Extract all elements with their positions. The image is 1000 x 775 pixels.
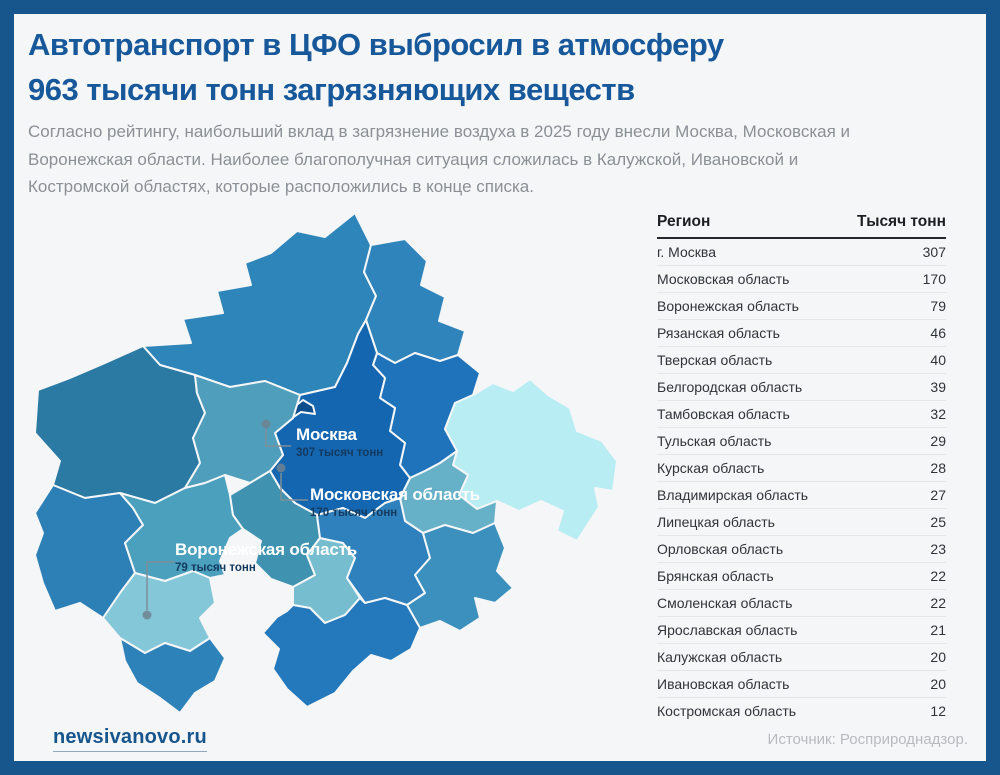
- region-name-cell: Костромская область: [657, 703, 797, 719]
- region-name-cell: Белгородская область: [657, 379, 803, 395]
- callout-moscow-name: Москва: [296, 425, 357, 444]
- region-name-cell: Воронежская область: [657, 298, 799, 314]
- map-region-oryol: [119, 474, 244, 582]
- region-value-cell: 46: [930, 325, 946, 341]
- table-row: г. Москва 307: [657, 239, 946, 266]
- map-region-voronezh: [262, 597, 421, 708]
- region-name-cell: Тамбовская область: [657, 406, 790, 422]
- table-row: Орловская область 23: [657, 536, 946, 563]
- region-value-cell: 32: [930, 406, 946, 422]
- region-name-cell: Липецкая область: [657, 514, 775, 530]
- callout-voronezh: Воронежская область 79 тысяч тонн: [175, 540, 357, 574]
- table-row: Тамбовская область 32: [657, 401, 946, 428]
- map-svg: [34, 212, 618, 714]
- region-value-cell: 29: [930, 433, 946, 449]
- table-row: Московская область 170: [657, 266, 946, 293]
- callout-moscow-oblast-name: Московская область: [310, 485, 480, 504]
- table-row: Смоленская область 22: [657, 590, 946, 617]
- region-name-cell: Московская область: [657, 271, 790, 287]
- table-rows: г. Москва 307 Московская область 170 Воронеж…: [657, 239, 946, 724]
- callout-moscow-value: 307 тысяч тонн: [296, 447, 384, 459]
- table-row: Тверская область 40: [657, 347, 946, 374]
- table-row: Калужская область 20: [657, 644, 946, 671]
- title-line-2: 963 тысячи тонн загрязняющих веществ: [28, 72, 635, 107]
- region-value-cell: 20: [930, 649, 946, 665]
- region-name-cell: Брянская область: [657, 568, 774, 584]
- table-row: Владимирская область 27: [657, 482, 946, 509]
- table-header-value: Тысяч тонн: [856, 213, 946, 230]
- intro-line-3: Костромской областях, которые расположил…: [28, 177, 534, 196]
- table-row: Липецкая область 25: [657, 509, 946, 536]
- table-header-region: Регион: [657, 213, 711, 230]
- map-region-tula: [229, 470, 321, 588]
- table-row: Брянская область 22: [657, 563, 946, 590]
- source-attribution: Источник: Росприроднадзор.: [767, 731, 968, 748]
- intro-text: Согласно рейтингу, наибольший вклад в за…: [28, 118, 850, 201]
- callout-moscow-oblast: Московская область 170 тысяч тонн: [310, 485, 480, 519]
- table-row: Рязанская область 46: [657, 320, 946, 347]
- map-region-tambov: [406, 522, 514, 632]
- callout-voronezh-name: Воронежская область: [175, 540, 357, 559]
- table-row: Костромская область 12: [657, 698, 946, 724]
- region-value-cell: 39: [930, 379, 946, 395]
- region-name-cell: Владимирская область: [657, 487, 809, 503]
- region-name-cell: Калужская область: [657, 649, 783, 665]
- region-value-cell: 23: [930, 541, 946, 557]
- region-value-cell: 22: [930, 595, 946, 611]
- region-name-cell: Ярославская область: [657, 622, 798, 638]
- region-name-cell: Тульская область: [657, 433, 772, 449]
- region-name-cell: Рязанская область: [657, 325, 780, 341]
- title-line-1: Автотранспорт в ЦФО выбросил в атмосферу: [28, 27, 724, 62]
- region-name-cell: Смоленская область: [657, 595, 793, 611]
- map-region-belgorod: [119, 637, 226, 714]
- region-value-cell: 12: [930, 703, 946, 719]
- table-header: Регион Тысяч тонн: [657, 204, 946, 239]
- region-value-cell: 22: [930, 568, 946, 584]
- leader-line-moscow: [265, 429, 291, 447]
- table-row: Воронежская область 79: [657, 293, 946, 320]
- map-region-yaroslavl: [363, 238, 466, 364]
- leader-dot-voronezh: [142, 610, 152, 620]
- region-value-cell: 27: [930, 487, 946, 503]
- emissions-table: Регион Тысяч тонн г. Москва 307 Московская…: [657, 204, 946, 724]
- region-value-cell: 79: [930, 298, 946, 314]
- region-value-cell: 20: [930, 676, 946, 692]
- table-row: Тульская область 29: [657, 428, 946, 455]
- table-row: Белгородская область 39: [657, 374, 946, 401]
- leader-dot-moscow-oblast: [276, 463, 286, 473]
- callout-moscow: Москва 307 тысяч тонн: [296, 425, 383, 459]
- intro-line-2: Воронежская области. Наиболее благополуч…: [28, 149, 799, 169]
- region-name-cell: Курская область: [657, 460, 765, 476]
- callout-moscow-oblast-value: 170 тысяч тонн: [310, 507, 398, 519]
- leader-line-voronezh: [146, 561, 175, 610]
- cfd-choropleth-map: Москва 307 тысяч тонн Московская область…: [25, 203, 645, 718]
- intro-line-1: Согласно рейтингу, наибольший вклад в за…: [28, 122, 851, 141]
- leader-line-moscow-oblast: [280, 473, 308, 501]
- page-title: Автотранспорт в ЦФО выбросил в атмосферу…: [28, 22, 724, 112]
- region-value-cell: 25: [930, 514, 946, 530]
- region-value-cell: 28: [930, 460, 946, 476]
- region-value-cell: 21: [930, 622, 946, 638]
- map-region-tver: [142, 212, 377, 396]
- region-value-cell: 307: [922, 244, 946, 260]
- leader-dot-moscow: [261, 419, 271, 429]
- region-name-cell: Орловская область: [657, 541, 784, 557]
- site-link[interactable]: newsivanovo.ru: [53, 726, 207, 752]
- callout-voronezh-value: 79 тысяч тонн: [175, 562, 256, 574]
- table-row: Ивановская область 20: [657, 671, 946, 698]
- region-name-cell: г. Москва: [657, 244, 716, 260]
- table-row: Ярославская область 21: [657, 617, 946, 644]
- region-name-cell: Тверская область: [657, 352, 773, 368]
- region-value-cell: 170: [922, 271, 946, 287]
- map-region-smolensk: [34, 345, 206, 504]
- region-name-cell: Ивановская область: [657, 676, 790, 692]
- table-row: Курская область 28: [657, 455, 946, 482]
- region-value-cell: 40: [930, 352, 946, 368]
